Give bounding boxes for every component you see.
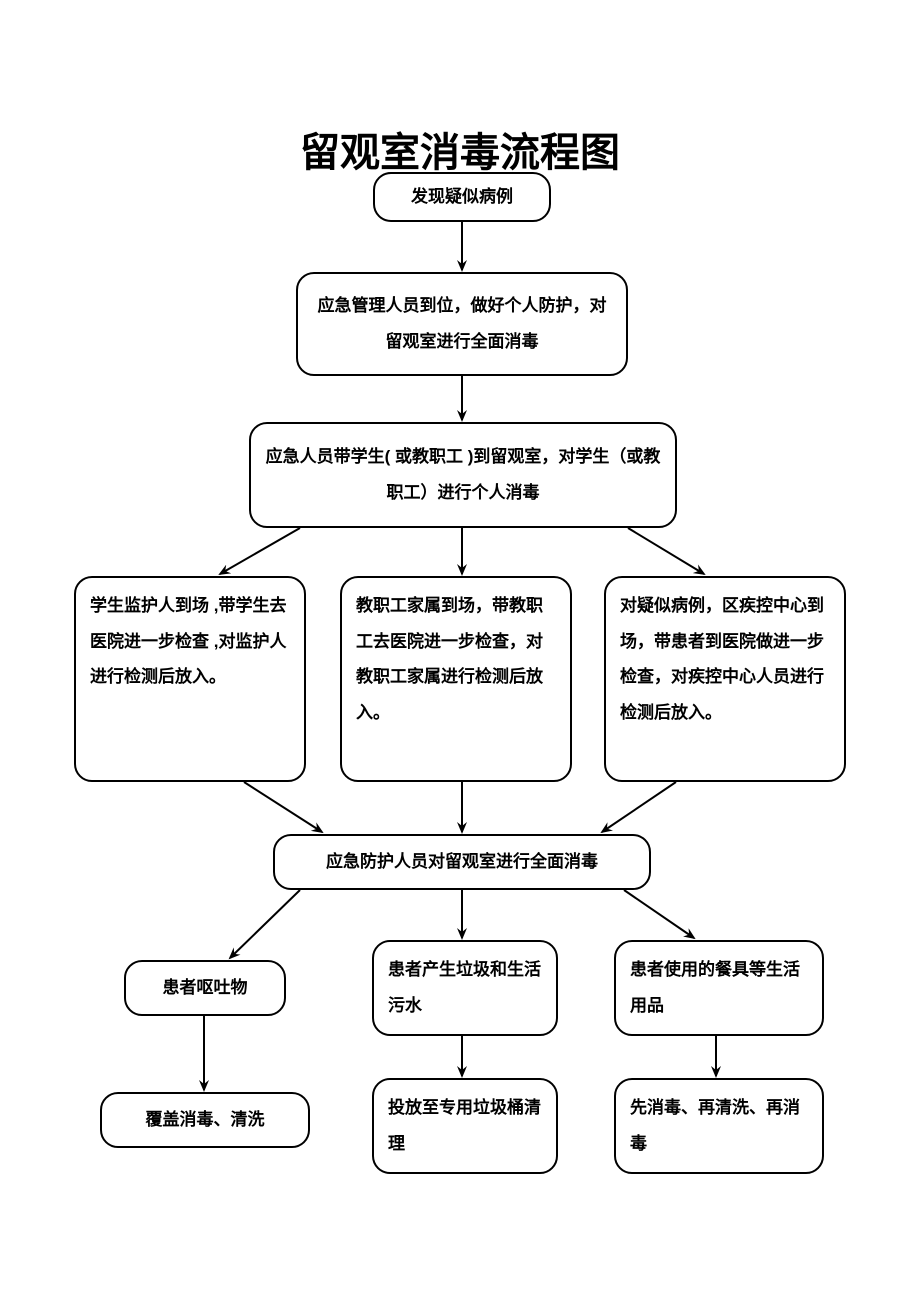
- node-text: 应急人员带学生( 或教职工 )到留观室，对学生（或教职工）进行个人消毒: [265, 439, 661, 510]
- node-waste-utensil: 患者使用的餐具等生活用品: [614, 940, 824, 1036]
- node-text: 应急管理人员到位，做好个人防护，对留观室进行全面消毒: [312, 288, 612, 359]
- node-text: 患者呕吐物: [163, 970, 248, 1006]
- node-text: 应急防护人员对留观室进行全面消毒: [326, 844, 598, 880]
- node-text: 学生监护人到场 ,带学生去医院进一步检查 ,对监护人进行检测后放入。: [90, 588, 290, 695]
- node-waste-garbage: 患者产生垃圾和生活污水: [372, 940, 558, 1036]
- node-action-bin: 投放至专用垃圾桶清理: [372, 1078, 558, 1174]
- node-text: 投放至专用垃圾桶清理: [388, 1090, 542, 1161]
- node-text: 发现疑似病例: [411, 179, 513, 215]
- node-branch-student: 学生监护人到场 ,带学生去医院进一步检查 ,对监护人进行检测后放入。: [74, 576, 306, 782]
- node-text: 先消毒、再清洗、再消毒: [630, 1090, 808, 1161]
- flowchart-title: 留观室消毒流程图: [0, 120, 920, 178]
- node-full-disinfect: 应急防护人员对留观室进行全面消毒: [273, 834, 651, 890]
- node-action-cover: 覆盖消毒、清洗: [100, 1092, 310, 1148]
- node-waste-vomit: 患者呕吐物: [124, 960, 286, 1016]
- node-text: 教职工家属到场，带教职工去医院进一步检查，对教职工家属进行检测后放入。: [356, 588, 556, 731]
- node-text: 患者使用的餐具等生活用品: [630, 952, 808, 1023]
- node-prepare: 应急管理人员到位，做好个人防护，对留观室进行全面消毒: [296, 272, 628, 376]
- node-text: 患者产生垃圾和生活污水: [388, 952, 542, 1023]
- node-branch-staff: 教职工家属到场，带教职工去医院进一步检查，对教职工家属进行检测后放入。: [340, 576, 572, 782]
- node-start: 发现疑似病例: [373, 172, 551, 222]
- node-text: 覆盖消毒、清洗: [146, 1102, 265, 1138]
- node-bring-to-room: 应急人员带学生( 或教职工 )到留观室，对学生（或教职工）进行个人消毒: [249, 422, 677, 528]
- node-action-triple: 先消毒、再清洗、再消毒: [614, 1078, 824, 1174]
- node-branch-cdc: 对疑似病例，区疾控中心到场，带患者到医院做进一步检查，对疾控中心人员进行检测后放…: [604, 576, 846, 782]
- node-text: 对疑似病例，区疾控中心到场，带患者到医院做进一步检查，对疾控中心人员进行检测后放…: [620, 588, 830, 731]
